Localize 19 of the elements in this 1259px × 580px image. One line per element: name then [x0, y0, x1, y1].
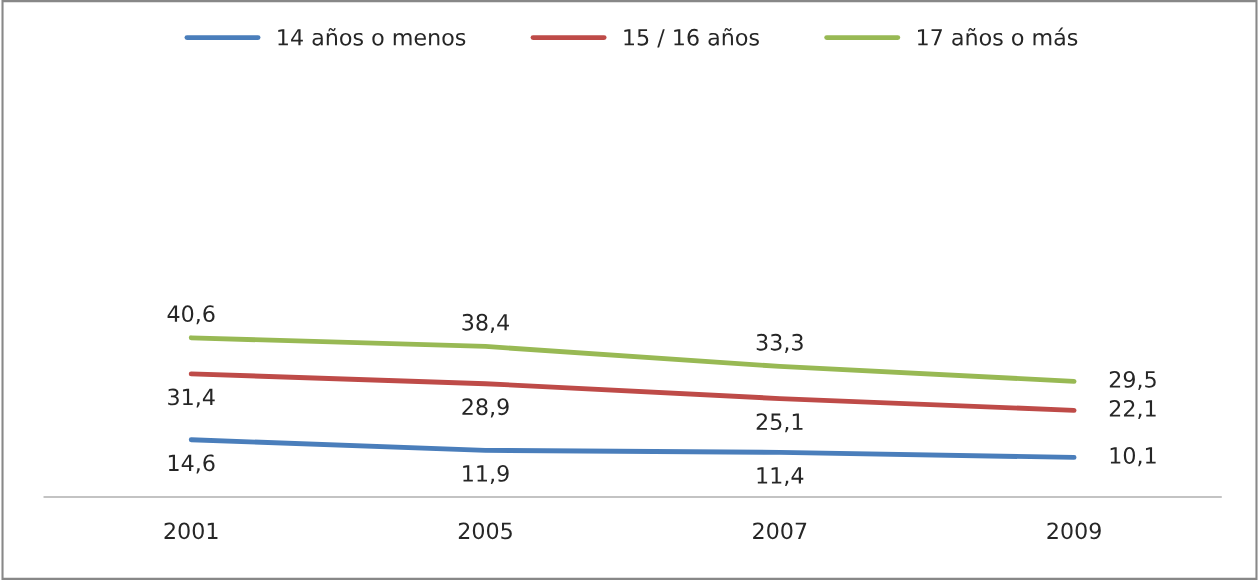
data-label: 22,1	[1109, 400, 1156, 420]
data-label: 11,4	[757, 467, 804, 487]
data-label: 38,4	[462, 313, 509, 333]
data-label: 28,9	[462, 398, 509, 418]
x-tick-label: 2001	[164, 522, 218, 540]
x-tick-label: 2007	[753, 522, 807, 540]
data-label: 33,3	[756, 333, 803, 353]
x-tick-label: 2009	[1047, 522, 1101, 540]
legend-label: 17 años o más	[918, 27, 1078, 46]
legend-label: 14 años o menos	[278, 28, 466, 46]
data-label: 29,5	[1109, 370, 1156, 391]
data-label: 10,1	[1110, 447, 1156, 467]
data-label: 11,9	[463, 465, 509, 485]
data-label: 31,4	[168, 388, 215, 408]
data-label: 25,1	[756, 413, 803, 433]
data-label: 40,6	[167, 305, 215, 325]
legend-label: 15 / 16 años	[624, 28, 759, 48]
x-tick-label: 2005	[458, 522, 512, 540]
data-label: 14,6	[168, 454, 215, 474]
